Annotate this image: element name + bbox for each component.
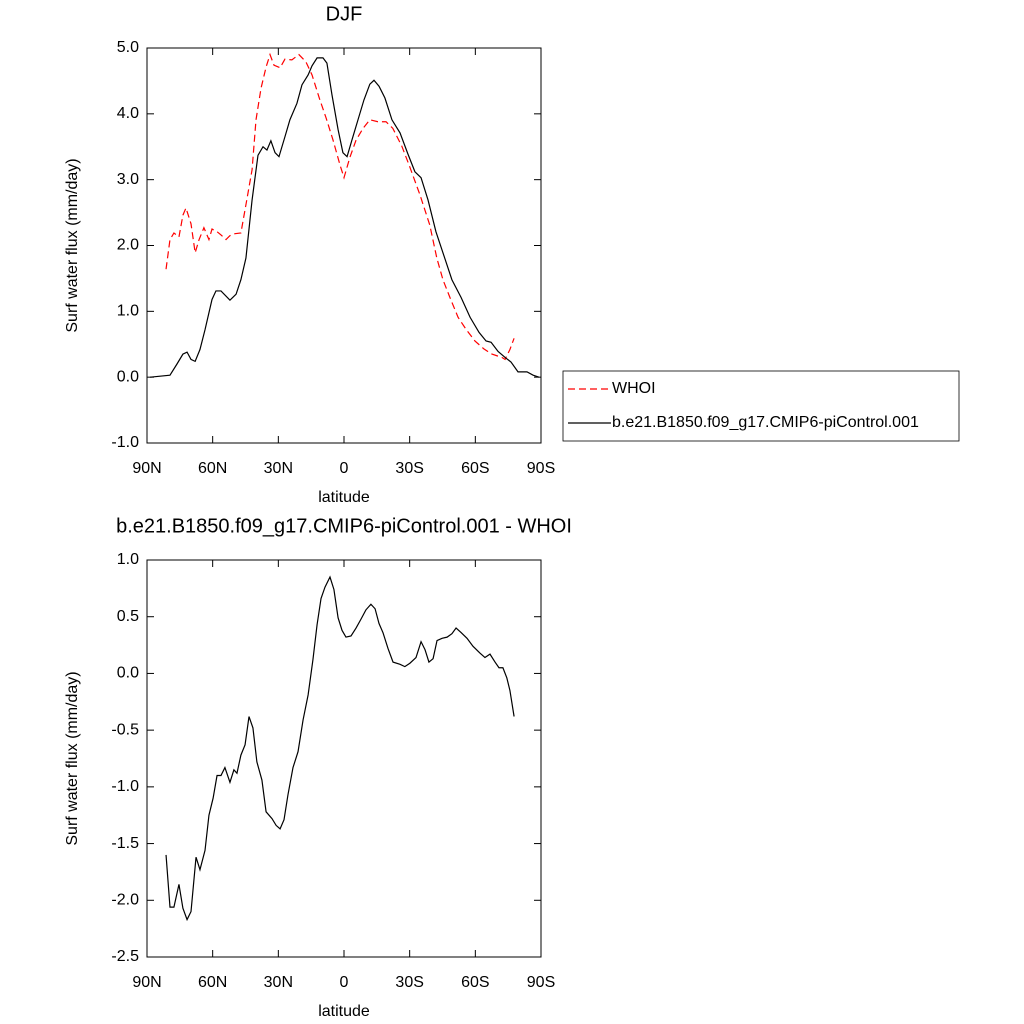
y-tick-label: 1.0 xyxy=(117,303,139,320)
x-tick-label: 90S xyxy=(527,974,555,991)
x-tick-label: 90N xyxy=(132,460,161,477)
x-tick-label: 90S xyxy=(527,460,555,477)
legend-label: b.e21.B1850.f09_g17.CMIP6-piControl.001 xyxy=(612,414,919,431)
y-tick-label: -2.5 xyxy=(111,948,139,965)
y-tick-label: -2.0 xyxy=(111,892,139,909)
x-tick-label: 60S xyxy=(461,974,489,991)
y-tick-label: -1.5 xyxy=(111,835,139,852)
y-tick-label: 1.0 xyxy=(117,551,139,568)
data-line xyxy=(150,57,540,378)
x-tick-label: 30S xyxy=(395,460,423,477)
plot-frame xyxy=(146,559,542,958)
data-line xyxy=(165,52,515,361)
y-tick-label: 0.5 xyxy=(117,608,139,625)
y-tick-label: 4.0 xyxy=(117,105,139,122)
x-tick-label: 60N xyxy=(198,460,227,477)
y-tick-label: -1.0 xyxy=(111,778,139,795)
y-tick-label: -0.5 xyxy=(111,721,139,738)
x-tick-label: 60S xyxy=(461,460,489,477)
x-tick-label: 0 xyxy=(340,974,349,991)
x-axis-label: latitude xyxy=(318,489,370,506)
y-tick-label: -1.0 xyxy=(111,434,139,451)
y-axis-label: Surf water flux (mm/day) xyxy=(64,158,81,332)
x-tick-label: 30S xyxy=(395,974,423,991)
legend-box xyxy=(562,370,960,442)
plot-frame xyxy=(146,47,542,444)
x-tick-label: 60N xyxy=(198,974,227,991)
legend-label: WHOI xyxy=(612,380,656,397)
y-tick-label: 3.0 xyxy=(117,171,139,188)
data-line xyxy=(165,575,515,922)
x-tick-label: 90N xyxy=(132,974,161,991)
y-axis-label: Surf water flux (mm/day) xyxy=(64,671,81,845)
y-tick-label: 5.0 xyxy=(117,39,139,56)
x-tick-label: 30N xyxy=(264,974,293,991)
x-tick-label: 0 xyxy=(340,460,349,477)
y-tick-label: 2.0 xyxy=(117,237,139,254)
y-tick-label: 0.0 xyxy=(117,665,139,682)
x-tick-label: 30N xyxy=(264,460,293,477)
chart-title: DJF xyxy=(326,3,363,25)
x-axis-label: latitude xyxy=(318,1003,370,1020)
chart-title: b.e21.B1850.f09_g17.CMIP6-piControl.001 … xyxy=(116,515,572,537)
y-tick-label: 0.0 xyxy=(117,368,139,385)
